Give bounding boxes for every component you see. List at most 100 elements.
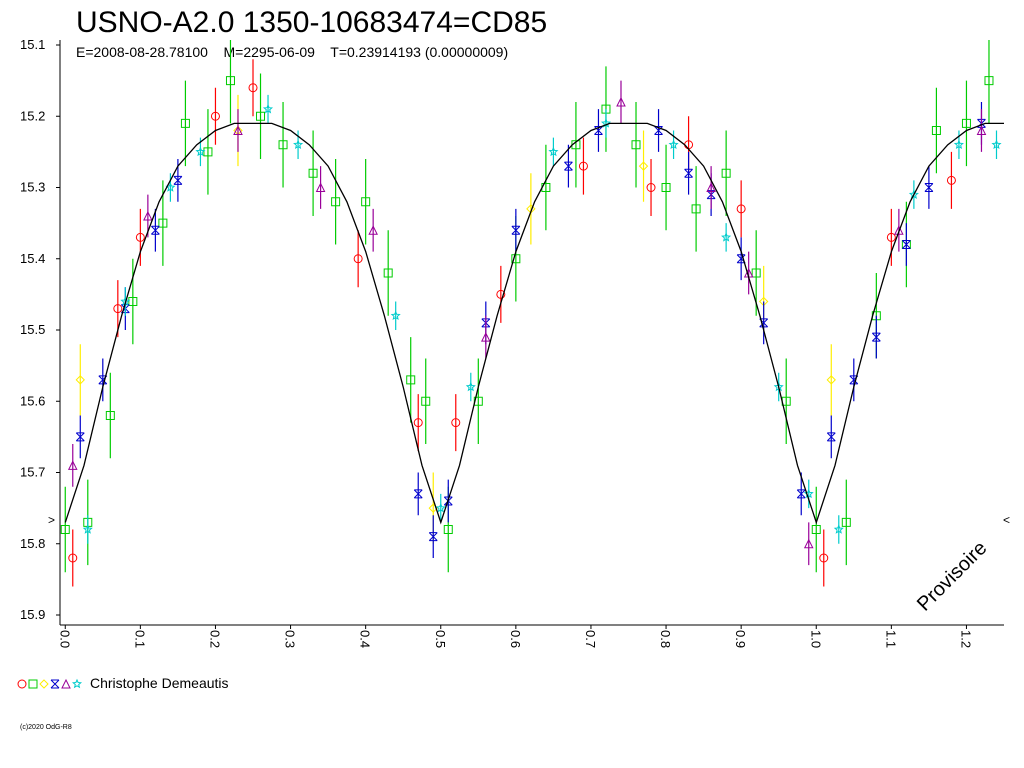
data-point bbox=[961, 118, 971, 128]
data-point bbox=[128, 297, 138, 306]
data-point bbox=[796, 489, 806, 499]
min-marker: > bbox=[48, 513, 55, 527]
y-tick-label: 15.6 bbox=[20, 393, 45, 408]
data-point bbox=[991, 139, 1002, 150]
data-point bbox=[706, 182, 716, 192]
data-point bbox=[113, 304, 123, 314]
data-point bbox=[435, 502, 446, 513]
data-point bbox=[833, 524, 844, 534]
data-point bbox=[908, 189, 919, 199]
data-point bbox=[180, 118, 190, 128]
data-point bbox=[984, 76, 994, 86]
data-point bbox=[465, 381, 476, 392]
data-point bbox=[481, 332, 491, 342]
legend-marker bbox=[50, 679, 60, 689]
data-point bbox=[406, 375, 416, 385]
data-point bbox=[361, 197, 371, 207]
y-tick-label: 15.5 bbox=[20, 322, 45, 337]
data-point bbox=[383, 268, 393, 278]
y-tick-label: 15.8 bbox=[20, 536, 45, 551]
x-tick-label: 0.3 bbox=[283, 630, 298, 648]
y-tick-label: 15.9 bbox=[20, 607, 45, 622]
x-tick-label: 0.7 bbox=[583, 630, 598, 648]
data-point bbox=[278, 140, 288, 150]
data-point bbox=[225, 76, 235, 86]
data-point bbox=[67, 460, 78, 470]
data-point bbox=[511, 254, 521, 264]
data-point bbox=[308, 168, 318, 178]
data-point bbox=[443, 525, 453, 534]
data-point bbox=[233, 125, 243, 135]
legend-label: Christophe Demeautis bbox=[90, 675, 229, 691]
x-tick-label: 1.1 bbox=[883, 630, 898, 648]
y-tick-label: 15.4 bbox=[20, 251, 45, 266]
legend-marker bbox=[28, 679, 38, 689]
data-point bbox=[428, 532, 438, 542]
legend-marker bbox=[72, 678, 82, 689]
plot-area bbox=[60, 40, 1004, 587]
data-point bbox=[262, 103, 274, 114]
y-tick-label: 15.2 bbox=[20, 108, 45, 123]
data-point bbox=[143, 210, 153, 221]
data-point bbox=[421, 396, 431, 406]
data-point bbox=[736, 254, 746, 264]
data-point bbox=[158, 218, 168, 228]
x-tick-label: 0.6 bbox=[508, 630, 523, 648]
data-point bbox=[638, 161, 649, 171]
data-point bbox=[826, 432, 836, 442]
data-point bbox=[511, 225, 521, 235]
copyright: (c)2020 OdG-R8 bbox=[20, 724, 72, 731]
data-point bbox=[98, 375, 108, 385]
data-point bbox=[413, 489, 423, 499]
min-marker: < bbox=[1003, 513, 1010, 527]
annotation: Provisoire bbox=[913, 537, 991, 615]
data-point bbox=[105, 411, 115, 420]
data-point bbox=[953, 139, 964, 150]
data-point bbox=[721, 232, 732, 242]
data-point bbox=[759, 318, 769, 328]
chart-title: USNO-A2.0 1350-10683474=CD85 bbox=[76, 6, 547, 39]
data-point bbox=[413, 418, 423, 428]
data-point bbox=[886, 232, 896, 242]
y-tick-label: 15.1 bbox=[20, 37, 45, 52]
data-point bbox=[451, 418, 461, 428]
data-point bbox=[248, 83, 258, 93]
data-point bbox=[75, 432, 85, 442]
data-point bbox=[684, 140, 694, 150]
data-point bbox=[210, 111, 220, 121]
data-point bbox=[736, 204, 746, 214]
data-point bbox=[548, 146, 559, 157]
data-point bbox=[751, 268, 761, 278]
data-point bbox=[368, 225, 378, 235]
data-point bbox=[691, 204, 701, 214]
data-point bbox=[616, 96, 626, 107]
x-tick-label: 1.0 bbox=[808, 630, 823, 648]
data-point bbox=[315, 182, 326, 192]
legend-marker bbox=[17, 679, 27, 689]
legend-marker bbox=[61, 678, 71, 689]
data-point bbox=[203, 147, 213, 157]
data-point bbox=[931, 126, 941, 135]
data-point bbox=[946, 175, 956, 185]
x-tick-label: 0.2 bbox=[207, 630, 222, 648]
data-point bbox=[578, 161, 588, 171]
data-point bbox=[173, 175, 183, 185]
data-point bbox=[60, 525, 70, 534]
data-point bbox=[803, 538, 814, 549]
data-point bbox=[331, 197, 341, 207]
data-point bbox=[811, 525, 821, 534]
x-tick-label: 0.9 bbox=[733, 630, 748, 648]
data-point bbox=[496, 289, 506, 299]
x-tick-label: 1.2 bbox=[958, 630, 973, 648]
x-tick-label: 0.1 bbox=[132, 630, 147, 648]
data-point bbox=[293, 139, 304, 150]
x-tick-label: 0.4 bbox=[358, 630, 373, 648]
data-point bbox=[894, 225, 904, 235]
data-point bbox=[601, 104, 611, 114]
data-point bbox=[661, 183, 671, 192]
data-point bbox=[594, 126, 603, 135]
data-point bbox=[390, 310, 401, 321]
legend-marker bbox=[39, 679, 49, 689]
data-point bbox=[924, 183, 934, 192]
